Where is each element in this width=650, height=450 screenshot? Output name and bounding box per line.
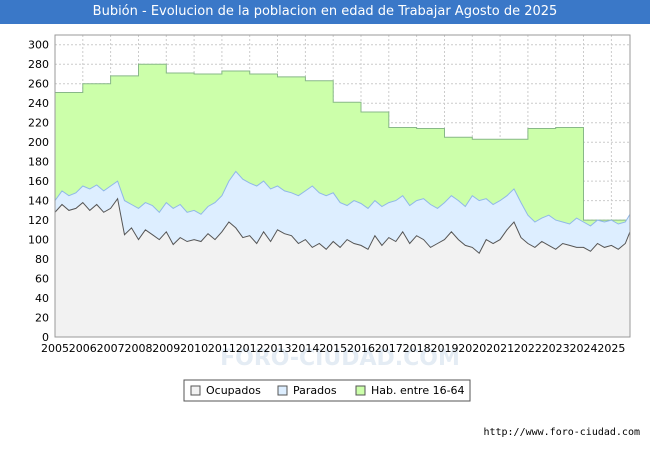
y-tick-label: 240 [28,97,49,110]
legend-box [183,379,471,402]
y-tick-label: 100 [28,234,49,247]
y-tick-label: 120 [28,214,49,227]
chart-title: Bubión - Evolucion de la poblacion en ed… [0,0,650,24]
x-tick-label: 2022 [514,342,542,355]
y-tick-label: 160 [28,175,49,188]
x-axis-ticks: 2005 2006 2007 2008 2009 2010 2011 2012 2013 2014… [41,342,625,355]
legend: Ocupados Parados Hab. entre 16-64 [183,379,471,402]
legend-label-parados: Parados [293,384,337,397]
source-link[interactable]: http://www.foro-ciudad.com [483,427,640,438]
series-parados-line [55,170,630,227]
y-tick-label: 180 [28,156,49,169]
x-tick-label: 2019 [431,342,459,355]
legend-label-ocupados: Ocupados [206,384,261,397]
y-tick-label: 220 [28,117,49,130]
y-tick-label: 280 [28,58,49,71]
y-tick-label: 0 [42,331,49,344]
y-tick-label: 200 [28,136,49,149]
x-tick-label: 2017 [375,342,403,355]
plot-border [54,34,631,338]
x-tick-label: 2025 [597,342,625,355]
y-tick-label: 80 [35,253,49,266]
y-tick-label: 40 [35,292,49,305]
x-tick-label: 2008 [125,342,153,355]
legend-label-hab: Hab. entre 16-64 [371,384,465,397]
x-tick-label: 2013 [264,342,292,355]
x-tick-label: 2018 [403,342,431,355]
x-tick-label: 2009 [152,342,180,355]
x-tick-label: 2006 [69,342,97,355]
y-tick-label: 260 [28,78,49,91]
y-tick-label: 60 [35,273,49,286]
x-tick-label: 2023 [542,342,570,355]
y-axis-ticks: 0 20 40 60 80 100 120 140 160 180 200 220 240 260 280 3… [28,39,49,344]
series-hab-line [55,63,630,221]
series-ocupados-line [55,197,630,254]
x-tick-label: 2005 [41,342,69,355]
legend-swatch-parados [277,385,288,396]
x-tick-label: 2010 [180,342,208,355]
watermark: FORO-CIUDAD.COM [220,346,460,371]
x-tick-label: 2007 [97,342,125,355]
x-tick-label: 2011 [208,342,236,355]
x-tick-label: 2024 [570,342,598,355]
x-tick-label: 2016 [347,342,375,355]
y-tick-label: 140 [28,195,49,208]
x-tick-label: 2012 [236,342,264,355]
y-tick-label: 20 [35,312,49,325]
area-layers [55,63,630,337]
x-tick-label: 2014 [291,342,319,355]
x-tick-label: 2015 [319,342,347,355]
legend-swatch-hab [355,385,366,396]
series-ocupados-area [55,198,630,337]
x-tick-label: 2020 [458,342,486,355]
y-tick-label: 300 [28,39,49,52]
legend-swatch-ocupados [190,385,201,396]
x-tick-label: 2021 [486,342,514,355]
